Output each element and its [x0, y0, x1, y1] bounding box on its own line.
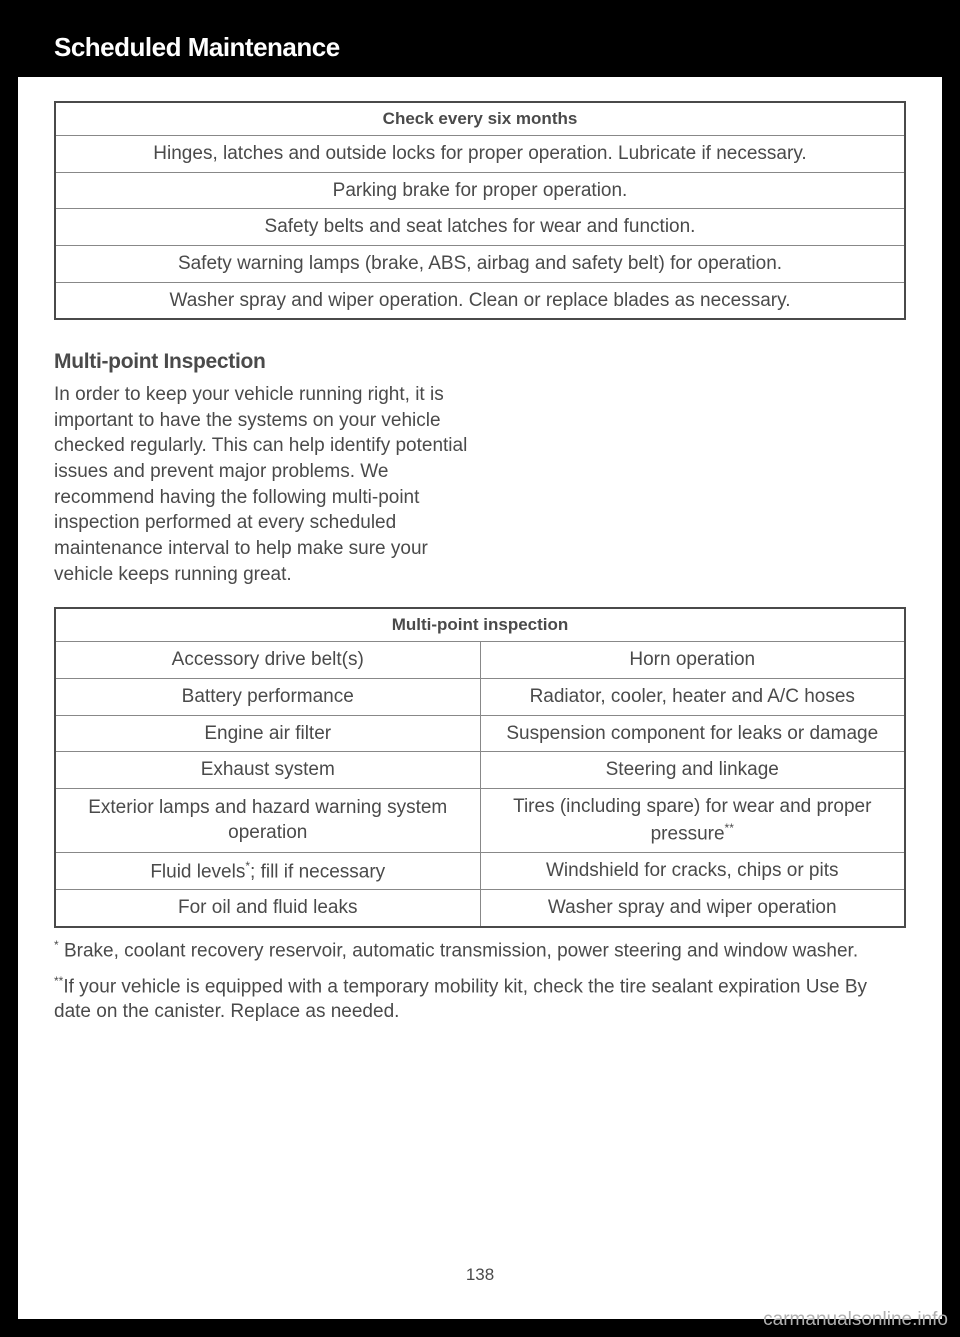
table-cell: Radiator, cooler, heater and A/C hoses: [480, 678, 905, 715]
multipoint-table: Multi-point inspection Accessory drive b…: [54, 607, 906, 928]
table-cell: Fluid levels*; fill if necessary: [55, 852, 480, 890]
table-cell: Suspension component for leaks or damage: [480, 715, 905, 752]
table-cell: Parking brake for proper operation.: [55, 172, 905, 209]
table-cell: Tires (including spare) for wear and pro…: [480, 788, 905, 852]
table-row: Battery performanceRadiator, cooler, hea…: [55, 678, 905, 715]
table-row: Safety belts and seat latches for wear a…: [55, 209, 905, 246]
table-row: Exhaust systemSteering and linkage: [55, 752, 905, 789]
table-cell: Exhaust system: [55, 752, 480, 789]
table-row: Fluid levels*; fill if necessaryWindshie…: [55, 852, 905, 890]
table-cell: Steering and linkage: [480, 752, 905, 789]
footnote-1: * Brake, coolant recovery reservoir, aut…: [54, 938, 906, 964]
footnote-1-text: Brake, coolant recovery reservoir, autom…: [59, 940, 858, 961]
table-cell: Hinges, latches and outside locks for pr…: [55, 136, 905, 173]
table-cell: Battery performance: [55, 678, 480, 715]
six-month-table-header: Check every six months: [55, 102, 905, 136]
page-title: Scheduled Maintenance: [54, 32, 340, 62]
section-heading: Multi-point Inspection: [54, 350, 906, 374]
table-row: Engine air filterSuspension component fo…: [55, 715, 905, 752]
table-row: Hinges, latches and outside locks for pr…: [55, 136, 905, 173]
table-cell: Washer spray and wiper operation. Clean …: [55, 282, 905, 319]
page-number: 138: [18, 1265, 942, 1285]
page-content: Check every six months Hinges, latches a…: [18, 77, 942, 1045]
table-row: Safety warning lamps (brake, ABS, airbag…: [55, 245, 905, 282]
multipoint-table-header: Multi-point inspection: [55, 608, 905, 642]
table-row: Washer spray and wiper operation. Clean …: [55, 282, 905, 319]
table-row: Exterior lamps and hazard warning system…: [55, 788, 905, 852]
table-cell: Safety warning lamps (brake, ABS, airbag…: [55, 245, 905, 282]
table-row: For oil and fluid leaksWasher spray and …: [55, 890, 905, 927]
table-cell: Safety belts and seat latches for wear a…: [55, 209, 905, 246]
table-cell: Accessory drive belt(s): [55, 642, 480, 679]
six-month-table: Check every six months Hinges, latches a…: [54, 101, 906, 320]
table-cell: For oil and fluid leaks: [55, 890, 480, 927]
table-row: Parking brake for proper operation.: [55, 172, 905, 209]
table-cell: Exterior lamps and hazard warning system…: [55, 788, 480, 852]
footnote-2: **If your vehicle is equipped with a tem…: [54, 974, 906, 1025]
footnote-2-text: If your vehicle is equipped with a tempo…: [54, 976, 867, 1022]
table-cell: Engine air filter: [55, 715, 480, 752]
section-body: In order to keep your vehicle running ri…: [54, 382, 484, 587]
page-header: Scheduled Maintenance: [18, 18, 942, 77]
table-row: Accessory drive belt(s)Horn operation: [55, 642, 905, 679]
footnote-2-marker: **: [54, 974, 63, 988]
table-cell: Windshield for cracks, chips or pits: [480, 852, 905, 890]
watermark: carmanualsonline.info: [763, 1309, 948, 1331]
page-frame: Scheduled Maintenance Check every six mo…: [18, 18, 942, 1319]
table-cell: Horn operation: [480, 642, 905, 679]
table-cell: Washer spray and wiper operation: [480, 890, 905, 927]
